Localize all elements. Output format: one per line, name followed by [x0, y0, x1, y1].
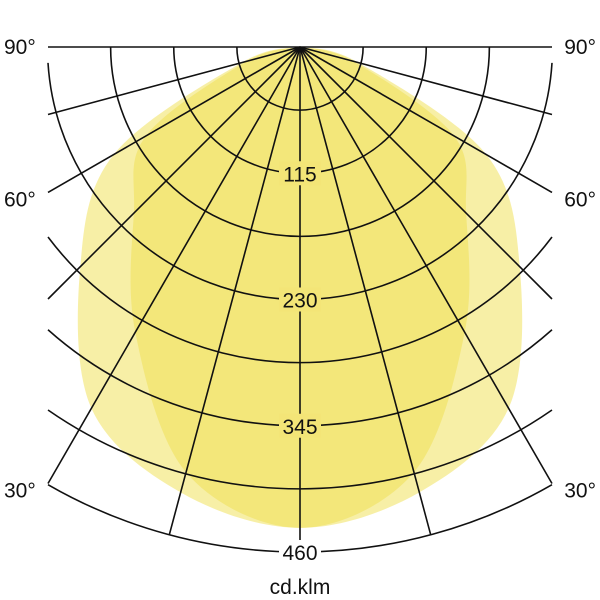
radial-tick-label: 230 [282, 290, 317, 313]
angle-label-right: 90° [564, 36, 596, 59]
grid-radial-line [299, 46, 553, 116]
angle-label-left: 30° [4, 479, 36, 502]
angle-label-right: 60° [564, 188, 596, 211]
grid-radial-line [299, 46, 553, 484]
radial-tick-label: 345 [282, 416, 317, 439]
tick-label-bg [279, 540, 321, 564]
grid-radial-line [299, 46, 553, 194]
tick-label-bg [279, 161, 321, 186]
grid-radial-line [47, 46, 301, 300]
tick-label-bg [279, 287, 321, 312]
grid-radial-line [299, 46, 432, 535]
angle-label-left: 60° [4, 188, 36, 211]
grid-radial-line [47, 46, 301, 484]
polar-grid [47, 46, 553, 553]
grid-radial-line [47, 46, 301, 116]
radial-tick-labels: 115 230 345 460 [279, 161, 321, 565]
angle-label-left: 90° [4, 36, 36, 59]
unit-label: cd.klm [270, 576, 331, 599]
tick-label-bg [279, 413, 321, 438]
grid-radial-line [47, 46, 301, 194]
angle-label-right: 30° [564, 479, 596, 502]
radial-tick-label: 460 [282, 542, 317, 565]
grid-radial-line [168, 46, 301, 535]
grid-radial-line [299, 46, 553, 300]
angle-labels: 90° 90° 60° 60° 30° 30° [4, 36, 596, 502]
radial-tick-label: 115 [283, 163, 316, 186]
